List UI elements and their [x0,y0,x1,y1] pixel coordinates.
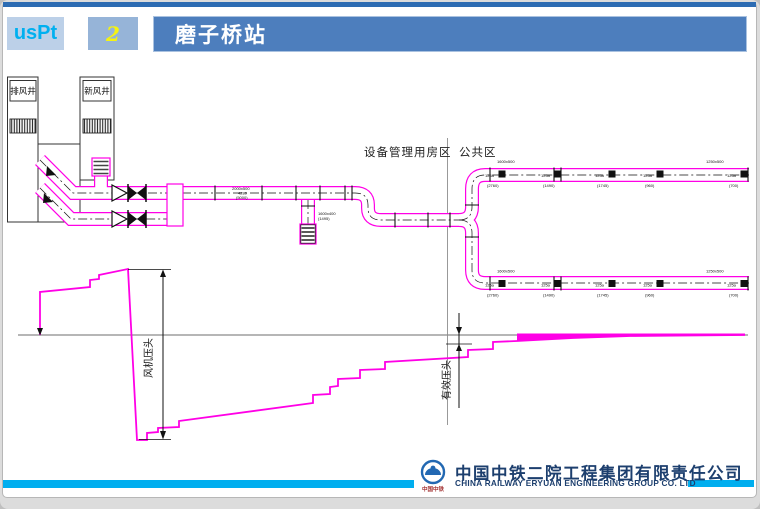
branch-silencer [299,223,317,245]
effective-head-dimension: 有效压头 [440,313,472,408]
air-outlet [608,170,616,178]
company-logo-caption: 中国中铁 [422,485,445,493]
main-duct-flow: (5000) [236,195,248,200]
pressure-profile [37,267,746,441]
svg-text:125a: 125a [643,173,653,178]
slide-title-bar: 磨子桥站 [153,16,747,52]
svg-text:(2760): (2760) [487,293,499,298]
slide-number: 2 [106,21,120,46]
svg-text:125a: 125a [595,283,605,288]
air-outlet [554,170,562,178]
branch-size: 1600x400 [318,211,336,216]
fresh-louver [82,118,112,134]
footer-accent-bar-left [3,480,414,488]
curve-start-arrow [37,328,43,336]
air-outlet [608,280,616,287]
template-logo-text: usPt [13,22,58,44]
effective-head-label: 有效压头 [440,360,453,400]
main-duct-dim: 4280 [238,191,248,196]
svg-text:(960): (960) [645,293,655,298]
svg-text:(700): (700) [729,183,739,188]
fan-symbols [43,166,147,228]
svg-text:1600x500: 1600x500 [497,159,515,164]
duct-flange-ticks [214,167,749,291]
pressure-curve [39,267,746,441]
svg-text:(1490): (1490) [543,183,555,188]
svg-text:1600x500: 1600x500 [497,269,515,274]
svg-text:125a: 125a [595,173,605,178]
air-outlet [740,170,748,178]
svg-text:1250x500: 1250x500 [706,269,724,274]
svg-text:(1490): (1490) [543,293,555,298]
slide-background [2,2,757,498]
plenum-junction-box [166,183,184,227]
svg-text:1250x500: 1250x500 [706,159,724,164]
company-name-en: CHINA RAILWAY ERYUAN ENGINEERING GROUP C… [455,479,696,488]
branch-flow: (1495) [318,216,330,221]
damper-arrow-upper [46,166,56,176]
footer-accent-bar-right [688,480,754,487]
air-outlet [740,280,748,287]
fan-head-dimension: 风机压头 [128,269,171,440]
upper-run-outlets: 1600x500 1250x500 125a (2760) 125a (1490) 125a… [485,159,748,188]
air-outlet [498,280,506,287]
slide-number-badge: 2 [88,17,138,50]
lower-run-outlets: 1600x500 1250x500 125a (2760) 125a (1490) 125a… [485,269,748,298]
svg-text:(1745): (1745) [597,183,609,188]
top-accent-strip [3,2,756,7]
svg-text:(960): (960) [645,183,655,188]
svg-text:125a: 125a [643,283,653,288]
company-logo: 中国中铁 [420,459,446,493]
template-logo: usPt [7,17,64,50]
air-outlet [656,170,664,178]
svg-text:125a: 125a [727,173,737,178]
public-area-label: 公共区 [459,146,497,159]
damper-arrow-lower [43,193,53,203]
duct-network [35,155,749,290]
svg-text:125a: 125a [541,283,551,288]
duct-annotations: 2000x500 4280 (5000) 1600x400 (1495) [232,186,336,221]
fan-head-label: 风机压头 [142,338,155,378]
effective-head-wedge [517,333,745,341]
svg-text:125a: 125a [727,283,737,288]
fresh-shaft-label: 新风井 [84,86,110,96]
shaft-silencer [91,157,111,177]
exhaust-shaft-label: 排风井 [10,86,36,96]
svg-text:(700): (700) [729,293,739,298]
slide-title: 磨子桥站 [175,24,267,47]
svg-text:125a: 125a [485,283,495,288]
svg-text:125a: 125a [485,173,495,178]
air-outlet [498,170,506,178]
svg-text:(2760): (2760) [487,183,499,188]
air-outlet [656,280,664,287]
svg-text:125a: 125a [541,173,551,178]
exhaust-louver [9,118,37,134]
equipment-area-label: 设备管理用房区 [364,145,452,159]
company-name-cn: 中国中铁二院工程集团有限责任公司 [455,465,743,483]
air-outlet [554,280,562,287]
main-duct-size: 2000x500 [232,186,250,191]
svg-text:(1745): (1745) [597,293,609,298]
